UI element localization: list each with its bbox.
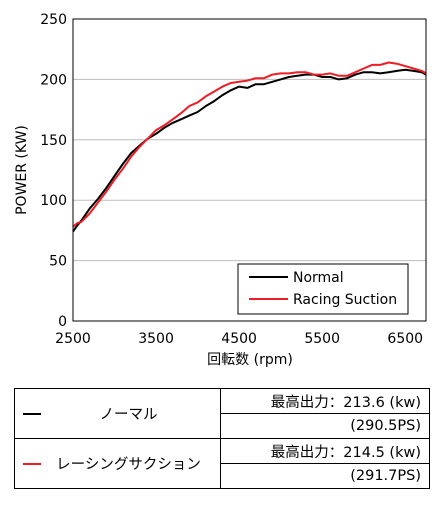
x-tick-labels: 2500 3500 4500 5500 6500 xyxy=(55,331,423,347)
series-line-racing-suction xyxy=(72,61,427,228)
x-tick-label: 2500 xyxy=(55,331,91,347)
y-tick-label: 100 xyxy=(40,193,67,209)
x-axis-title: 回転数 (rpm) xyxy=(207,352,293,368)
x-tick-label: 4500 xyxy=(221,331,257,347)
spec-row-racing-ps: (291.7PS) xyxy=(15,463,430,489)
spec-row-normal-ps: (290.5PS) xyxy=(15,413,430,439)
spec-peak-ps: (291.7PS) xyxy=(220,463,430,489)
y-tick-label: 200 xyxy=(40,72,67,88)
plot-frame xyxy=(72,18,427,322)
x-tick-label: 5500 xyxy=(304,331,340,347)
y-tick-label: 150 xyxy=(40,133,67,149)
y-tick-labels: 0 50 100 150 200 250 xyxy=(40,12,67,330)
y-tick-label: 0 xyxy=(58,314,67,330)
y-tick-label: 50 xyxy=(49,254,67,270)
legend-label-normal: Normal xyxy=(293,270,344,286)
series-lines xyxy=(72,61,427,233)
spec-name-cell: ノーマル xyxy=(14,388,221,439)
spec-name-cell: レーシングサクション xyxy=(14,438,221,489)
legend-box xyxy=(237,263,409,315)
x-tick-label: 3500 xyxy=(138,331,174,347)
line-swatch-icon xyxy=(23,462,41,465)
legend: Normal Racing Suction xyxy=(237,263,409,315)
spec-row-normal: ノーマル 最高出力：213.6 (kw) xyxy=(14,388,430,439)
y-axis-title: POWER (KW) xyxy=(14,125,30,215)
legend-label-racing: Racing Suction xyxy=(293,292,397,308)
spec-name: ノーマル xyxy=(99,407,158,423)
spec-table: ノーマル 最高出力：213.6 (kw) (290.5PS) レーシングサクショ… xyxy=(14,388,430,489)
y-tick-label: 250 xyxy=(40,12,67,28)
x-tick-label: 6500 xyxy=(387,331,423,347)
spec-peak-power: 最高出力：214.5 (kw) xyxy=(220,438,430,464)
spec-peak-ps: (290.5PS) xyxy=(220,413,430,439)
series-line-normal xyxy=(72,68,427,233)
power-chart: 0 50 100 150 200 250 2500 3500 4500 5500 6500 POW… xyxy=(14,12,427,368)
spec-peak-power: 最高出力：213.6 (kw) xyxy=(220,388,430,414)
line-swatch-icon xyxy=(23,412,41,415)
spec-name: レーシングサクション xyxy=(56,457,201,473)
spec-row-racing: レーシングサクション 最高出力：214.5 (kw) xyxy=(14,438,430,489)
